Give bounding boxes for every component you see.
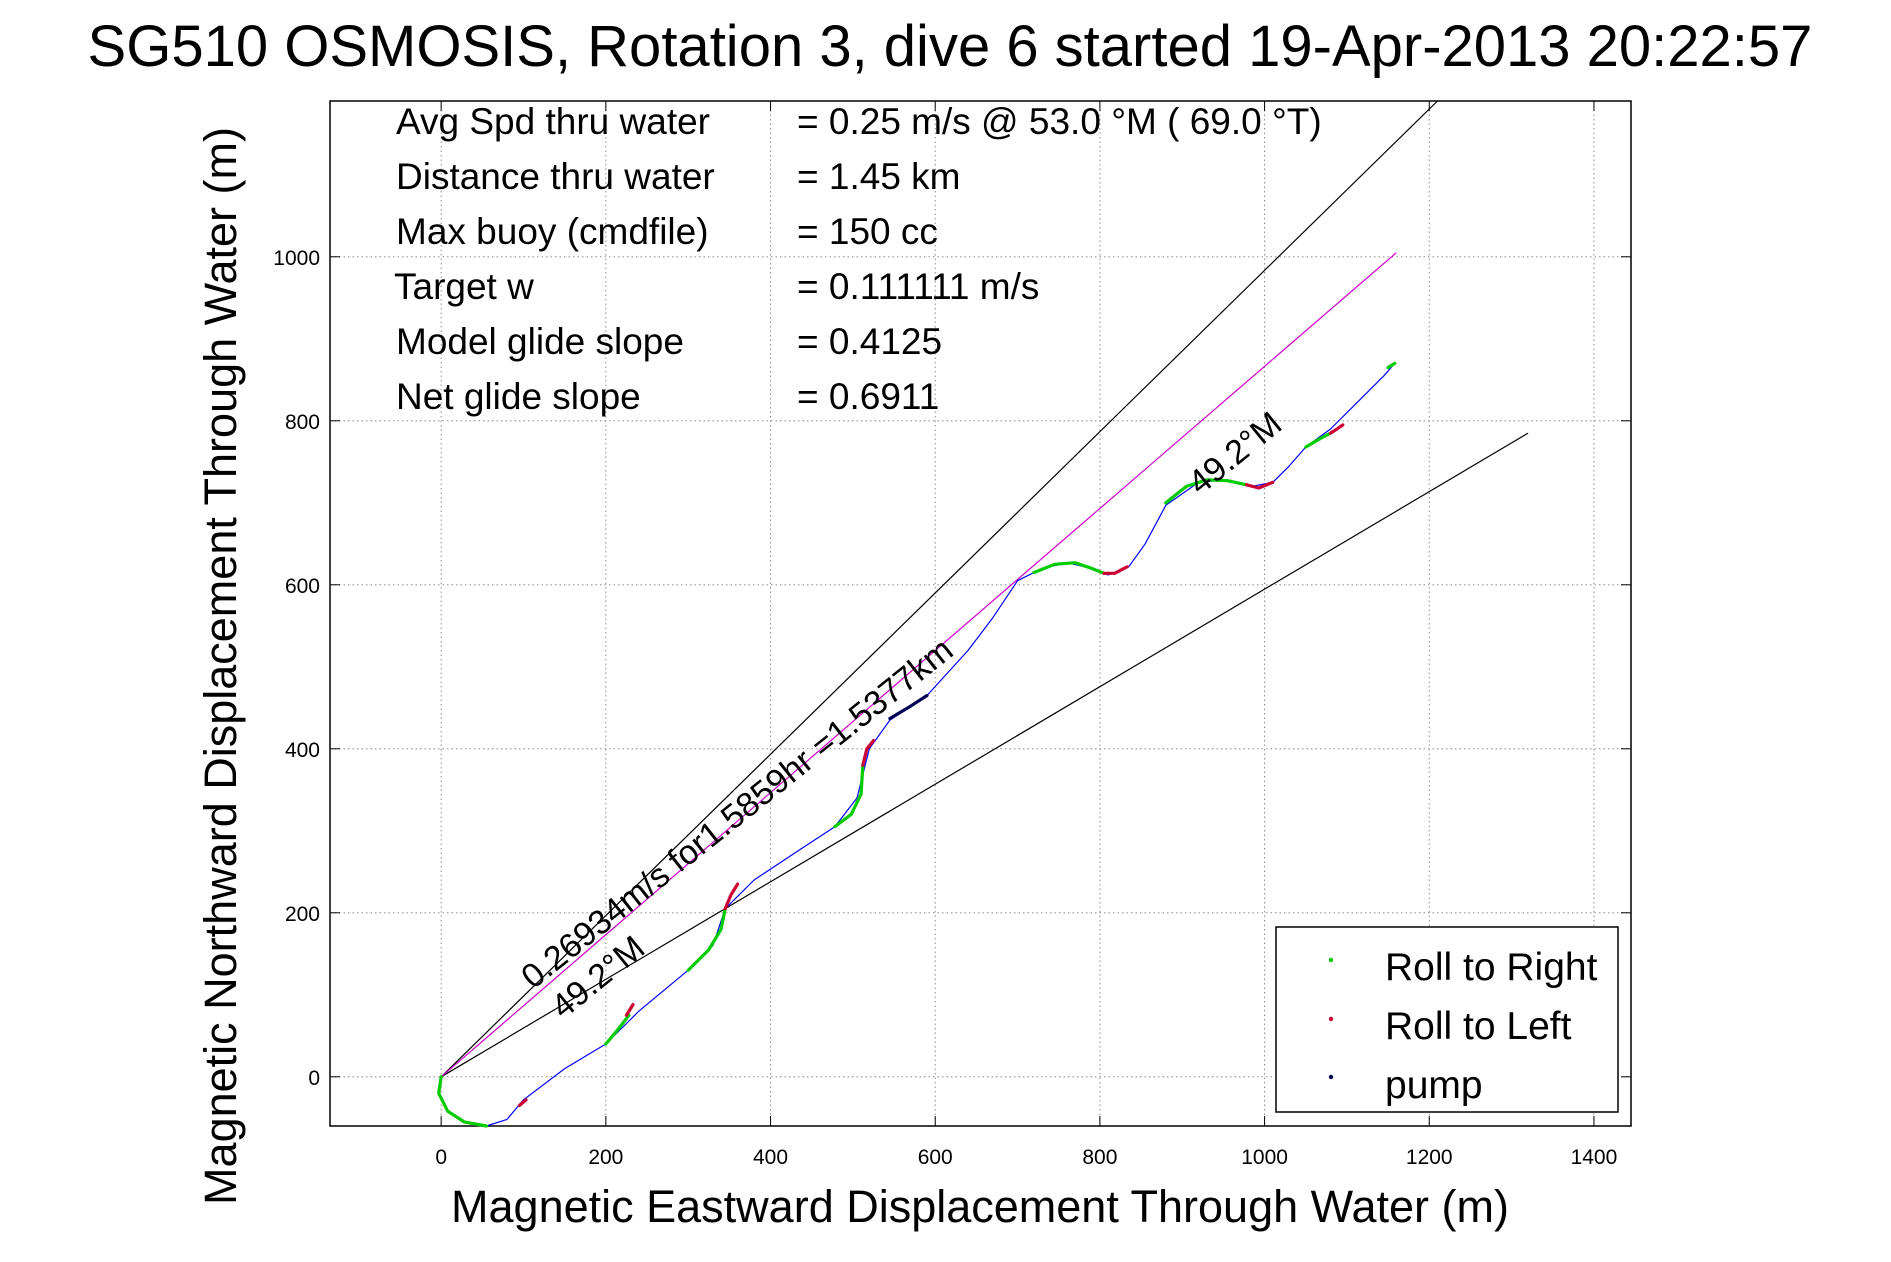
y-tick-label: 400 (285, 739, 320, 762)
info-label-avg-speed: Avg Spd thru water (396, 101, 710, 142)
series-segment-roll-to-right (1304, 431, 1333, 449)
info-value-net-glide: = 0.6911 (797, 376, 939, 417)
x-ticks: 0 200 400 600 800 1000 1200 1400 (435, 101, 1617, 1169)
info-value-target-w: = 0.111111 m/s (797, 266, 1039, 307)
series-segment-roll-to-right (686, 907, 727, 972)
legend-label-roll-right: Roll to Right (1385, 946, 1598, 989)
y-tick-label: 800 (285, 411, 320, 434)
series-segment-roll-to-left (1244, 480, 1275, 490)
series-segment-roll-to-left (1102, 565, 1129, 575)
reference-line-2 (440, 252, 1397, 1078)
series-segment-roll-to-left (517, 1098, 528, 1108)
series-segment-pump (888, 693, 929, 721)
series-segment-roll-to-left (624, 1002, 635, 1017)
legend-marker-pump (1328, 1074, 1334, 1080)
y-tick-label: 0 (308, 1067, 320, 1090)
y-ticks: 0 200 400 600 800 1000 (273, 247, 1631, 1090)
x-tick-label: 600 (918, 1146, 953, 1169)
x-tick-label: 200 (588, 1146, 623, 1169)
series-segment-roll-to-right (833, 763, 865, 829)
x-tick-label: 1200 (1406, 1146, 1453, 1169)
legend-label-pump: pump (1385, 1064, 1483, 1107)
info-label-net-glide: Net glide slope (396, 376, 641, 417)
series-segment-roll-to-left (1328, 423, 1345, 435)
reference-lines (440, 100, 1529, 1078)
y-axis-label: Magnetic Northward Displacement Through … (195, 127, 246, 1205)
reference-line-0 (440, 100, 1438, 1078)
series-segment-roll-to-right (1386, 361, 1397, 370)
legend: Roll to Right Roll to Left pump (1275, 926, 1619, 1113)
info-label-max-buoy: Max buoy (cmdfile) (396, 211, 709, 252)
y-tick-label: 1000 (273, 247, 320, 270)
reference-line-1 (440, 432, 1529, 1078)
info-value-max-buoy: = 150 cc (797, 211, 938, 252)
x-tick-label: 800 (1082, 1146, 1117, 1169)
info-label-distance: Distance thru water (396, 156, 715, 197)
x-tick-label: 1000 (1241, 1146, 1288, 1169)
x-tick-label: 400 (753, 1146, 788, 1169)
track-line (438, 363, 1396, 1127)
track-layer (438, 363, 1396, 1127)
x-tick-label: 0 (435, 1146, 447, 1169)
series-segment-roll-to-left (723, 882, 740, 911)
chart-title: SG510 OSMOSIS, Rotation 3, dive 6 starte… (88, 14, 1813, 79)
info-block: Avg Spd thru water = 0.25 m/s @ 53.0 °M … (394, 101, 1322, 417)
legend-marker-roll-left (1328, 1016, 1334, 1022)
legend-marker-roll-right (1328, 957, 1334, 963)
info-value-avg-speed: = 0.25 m/s @ 53.0 °M ( 69.0 °T) (797, 101, 1322, 142)
info-value-distance: = 1.45 km (797, 156, 961, 197)
series-segment-roll-to-right (437, 1075, 488, 1128)
x-axis-label: Magnetic Eastward Displacement Through W… (451, 1181, 1509, 1232)
series-segment-roll-to-right (604, 1013, 631, 1046)
info-label-target-w: Target w (394, 266, 534, 307)
x-tick-label: 1400 (1571, 1146, 1618, 1169)
info-value-model-glide: = 0.4125 (797, 321, 942, 362)
grid (330, 101, 1631, 1126)
legend-label-roll-left: Roll to Left (1385, 1005, 1572, 1048)
roll-series-layer (437, 361, 1397, 1128)
info-label-model-glide: Model glide slope (396, 321, 684, 362)
series-segment-roll-to-right (1164, 478, 1249, 505)
y-tick-label: 200 (285, 903, 320, 926)
series-segment-roll-to-left (861, 738, 876, 767)
y-tick-label: 600 (285, 575, 320, 598)
series-segment-roll-to-right (1032, 561, 1106, 575)
